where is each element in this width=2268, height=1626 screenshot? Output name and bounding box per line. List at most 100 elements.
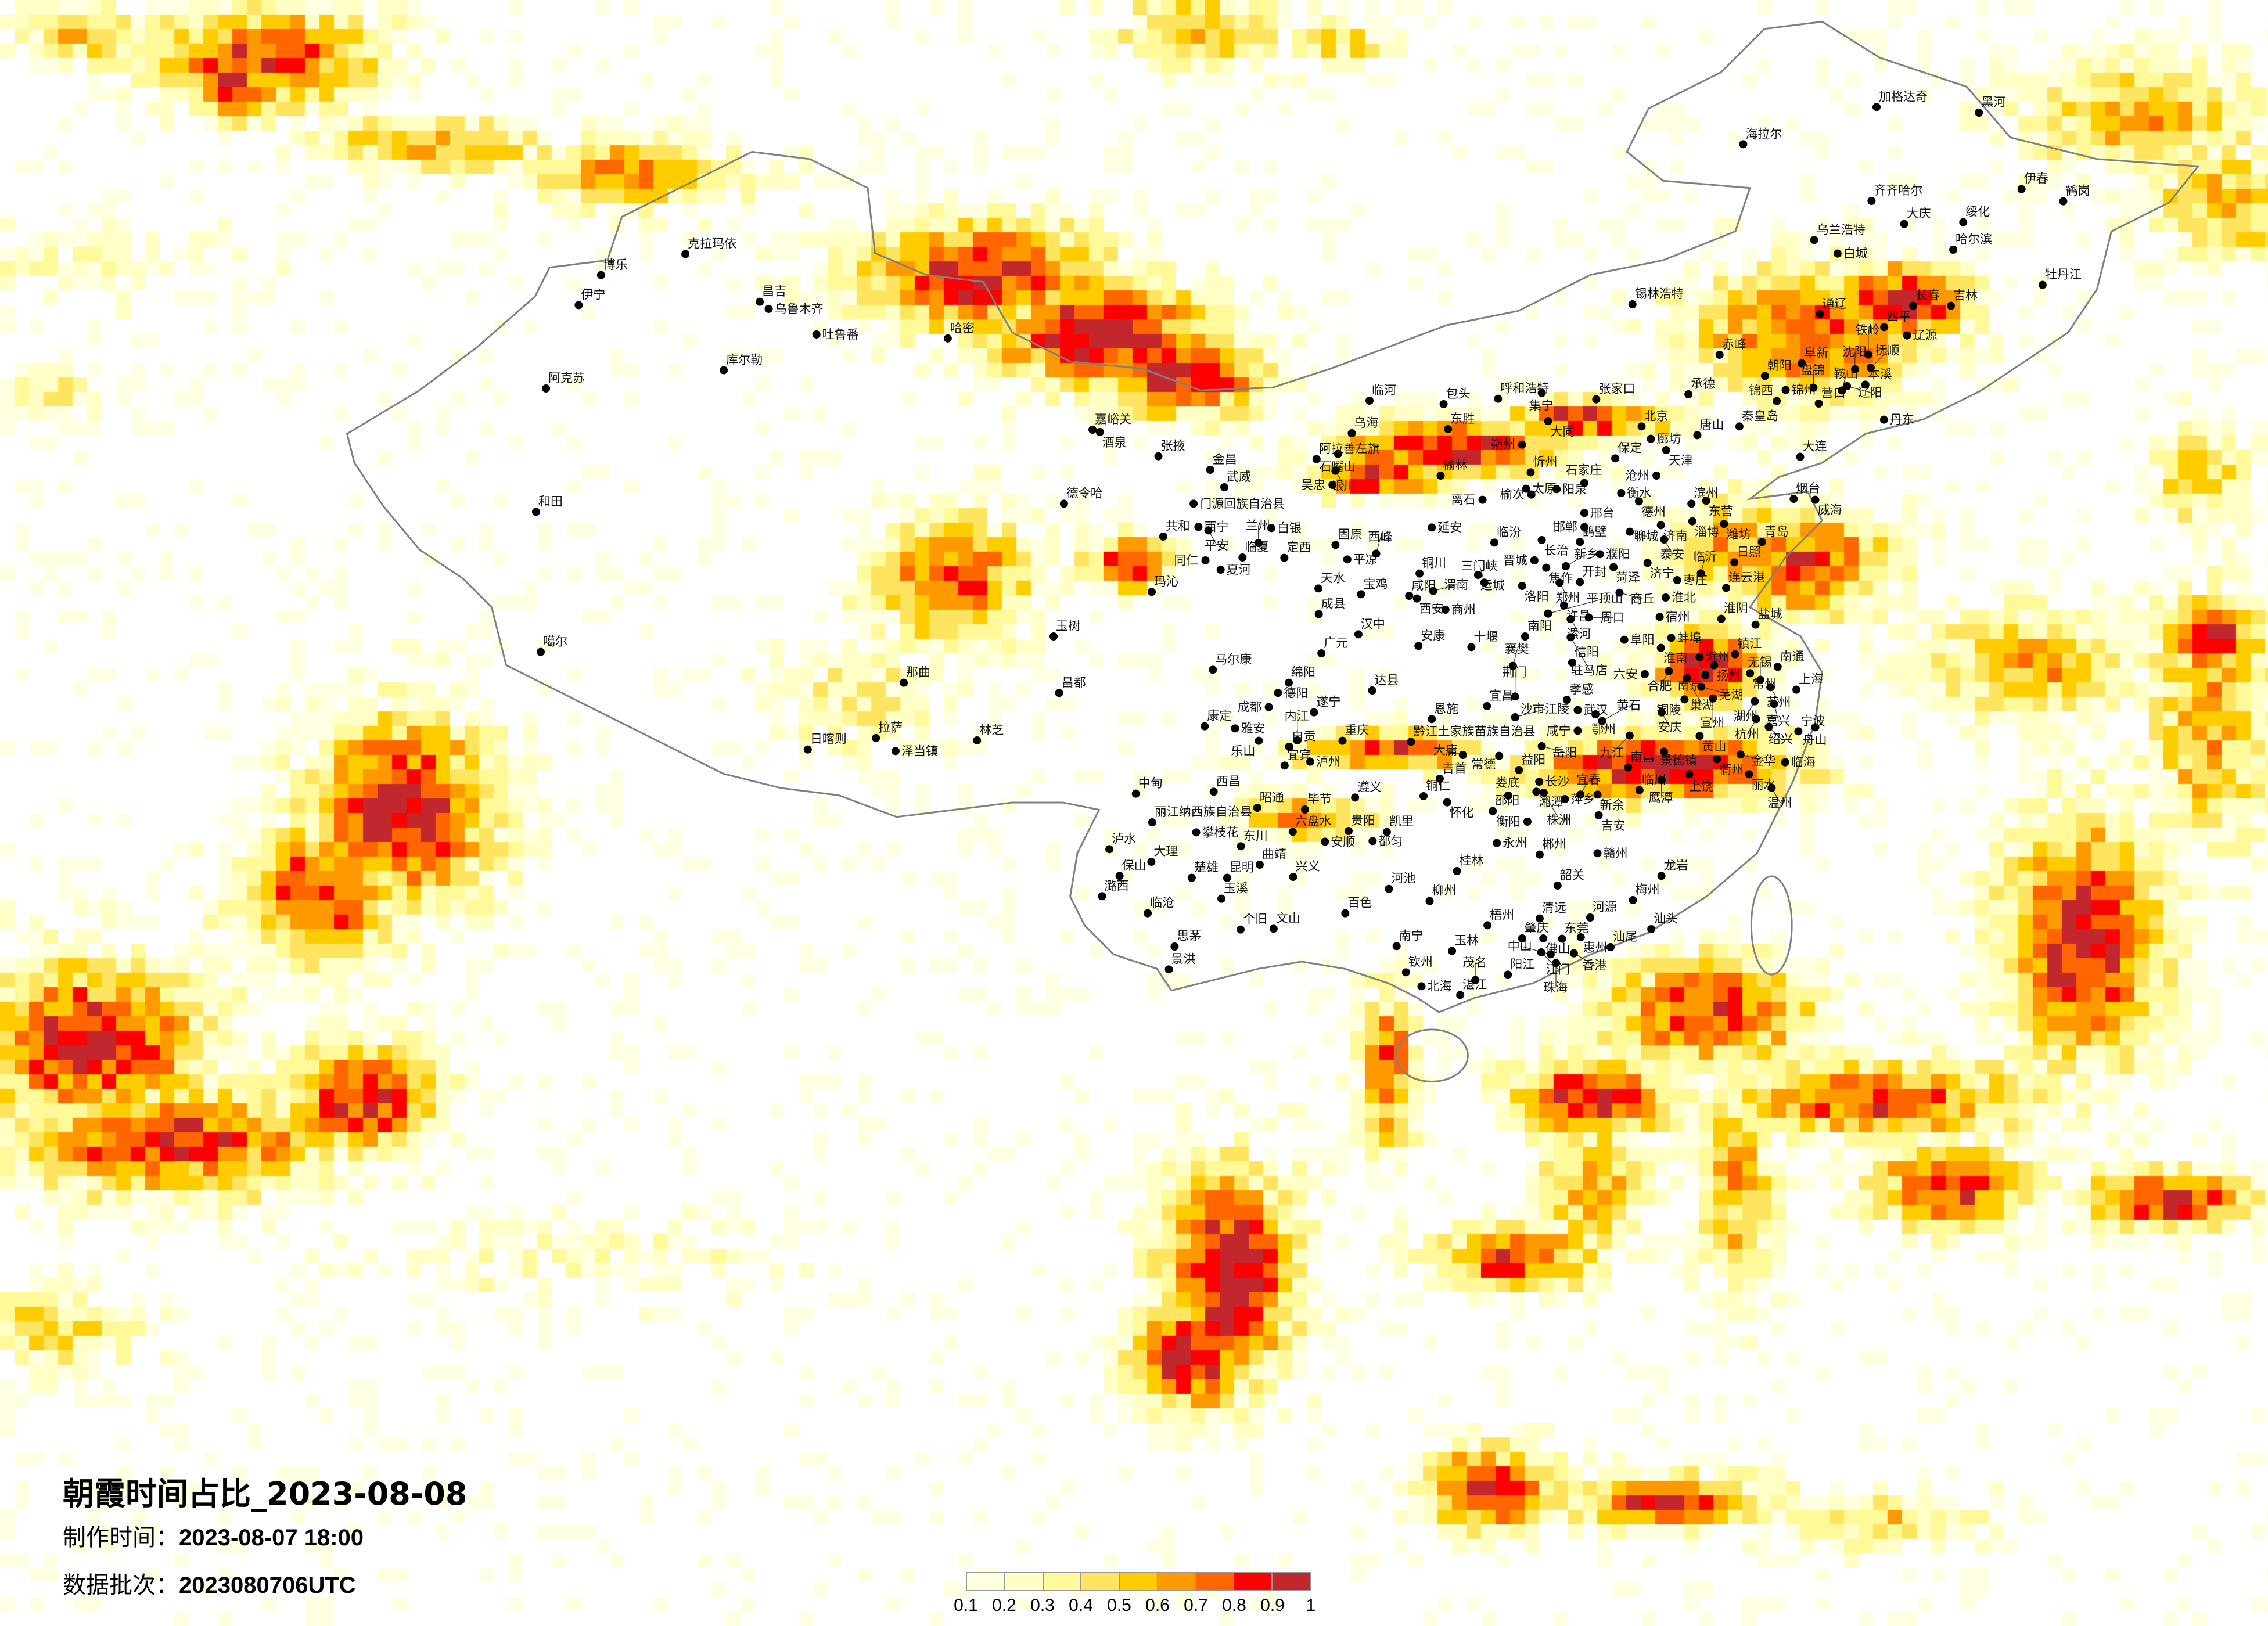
city: 上海 — [1792, 672, 1823, 694]
city-dot-icon — [1105, 845, 1114, 854]
city-dot-icon — [1576, 790, 1585, 799]
city: 沧州 — [1625, 469, 1661, 483]
city-dot-icon — [1483, 921, 1492, 930]
city: 中甸 — [1131, 776, 1163, 798]
city: 梧州 — [1483, 908, 1514, 930]
city: 玛沁 — [1148, 574, 1178, 596]
legend-tick: 0.6 — [1145, 1596, 1170, 1615]
city-dot-icon — [1643, 559, 1652, 567]
city-label: 东胜 — [1450, 412, 1475, 426]
legend-tick: 0.5 — [1107, 1596, 1131, 1615]
city: 德令哈 — [1059, 486, 1103, 508]
city-dot-icon — [1154, 452, 1163, 461]
city-dot-icon — [1546, 950, 1555, 959]
city-dot-icon — [1594, 811, 1603, 819]
city-dot-icon — [1559, 601, 1568, 610]
city-dot-icon — [1049, 632, 1058, 641]
city-dot-icon — [1660, 747, 1669, 756]
city-dot-icon — [1751, 620, 1760, 629]
city: 和田 — [531, 494, 563, 516]
city-dot-icon — [1816, 310, 1824, 318]
city-label: 秦皇岛 — [1742, 409, 1778, 423]
city-label: 蚌埠 — [1677, 631, 1702, 645]
city: 抚顺 — [1866, 344, 1900, 372]
city-dot-icon — [1555, 578, 1564, 587]
city: 郑州 — [1555, 578, 1580, 605]
city: 滨州 — [1687, 486, 1718, 508]
city: 丽江纳西族自治县 — [1148, 805, 1252, 826]
city-label: 黔江土家族苗族自治县 — [1413, 724, 1535, 738]
city-label: 潍坊 — [1726, 527, 1751, 541]
city: 廊坊 — [1647, 432, 1681, 446]
city: 梅州 — [1629, 883, 1660, 904]
city-dot-icon — [1354, 630, 1363, 639]
city-label: 肇庆 — [1525, 921, 1549, 935]
city-dot-icon — [1701, 671, 1710, 679]
city: 库尔勒 — [720, 353, 763, 375]
city-label: 广元 — [1324, 636, 1348, 650]
city-dot-icon — [1526, 468, 1535, 477]
city-dot-icon — [1368, 686, 1376, 695]
city: 酒泉 — [1095, 428, 1127, 449]
city-dot-icon — [1314, 584, 1323, 593]
city-dot-icon — [1201, 556, 1210, 564]
city-dot-icon — [1809, 383, 1818, 392]
city-label: 上饶 — [1689, 780, 1713, 794]
city-label: 湘潭 — [1539, 795, 1563, 809]
city-label: 香港 — [1582, 959, 1606, 973]
city: 襄樊 — [1505, 642, 1529, 670]
city-dot-icon — [1864, 350, 1872, 359]
city-label: 沙市江陵 — [1521, 702, 1569, 716]
city-label: 忻州 — [1533, 455, 1557, 469]
city-label: 噶尔 — [543, 635, 567, 649]
city-dot-icon — [1693, 431, 1702, 440]
city-dot-icon — [1419, 792, 1428, 800]
city-label: 张家口 — [1598, 382, 1635, 396]
city: 河池 — [1385, 872, 1415, 893]
city-label: 林芝 — [979, 723, 1004, 737]
legend-bin-0.1 — [967, 1573, 1005, 1590]
city: 遂宁 — [1310, 695, 1340, 717]
city-dot-icon — [1652, 472, 1661, 480]
taiwan-border — [1750, 875, 1793, 976]
city: 绥化 — [1959, 205, 1990, 226]
city: 铜陵 — [1656, 695, 1689, 717]
city: 信阳 — [1568, 645, 1599, 667]
city: 伊春 — [2017, 172, 2048, 193]
city-dot-icon — [1792, 685, 1801, 694]
city-label: 阿拉善左旗 — [1319, 442, 1380, 456]
city-dot-icon — [1656, 643, 1665, 652]
city-dot-icon — [1735, 422, 1744, 431]
city: 惠州 — [1576, 933, 1608, 955]
city: 六安 — [1613, 667, 1649, 681]
city-label: 思茅 — [1177, 929, 1201, 943]
city: 南阳 — [1521, 619, 1552, 641]
city-dot-icon — [1280, 553, 1289, 562]
city-label: 连云港 — [1728, 570, 1765, 584]
city-dot-icon — [1147, 858, 1156, 866]
city: 哈密 — [943, 321, 975, 343]
city: 延安 — [1428, 520, 1462, 534]
city: 赣州 — [1593, 846, 1628, 860]
city: 长春 — [1909, 289, 1940, 310]
city-label: 金华 — [1752, 754, 1776, 768]
city-dot-icon — [1861, 380, 1870, 389]
city-label: 盘锦 — [1800, 364, 1825, 377]
city-label: 北海 — [1427, 979, 1451, 993]
city-label: 无锡 — [1748, 656, 1772, 670]
city-dot-icon — [1530, 556, 1539, 564]
city-label: 合肥 — [1647, 679, 1672, 693]
city-dot-icon — [1280, 761, 1289, 770]
city-label: 承德 — [1691, 377, 1715, 391]
city-dot-icon — [1628, 300, 1637, 308]
city-dot-icon — [1814, 400, 1823, 408]
city-dot-icon — [1518, 440, 1526, 449]
city-label: 玉林 — [1454, 934, 1479, 948]
city-label: 恩施 — [1434, 702, 1458, 715]
city-label: 玛沁 — [1154, 574, 1178, 588]
city: 淄博 — [1688, 517, 1719, 539]
city: 保定 — [1611, 441, 1642, 463]
city: 玉溪 — [1217, 882, 1248, 903]
